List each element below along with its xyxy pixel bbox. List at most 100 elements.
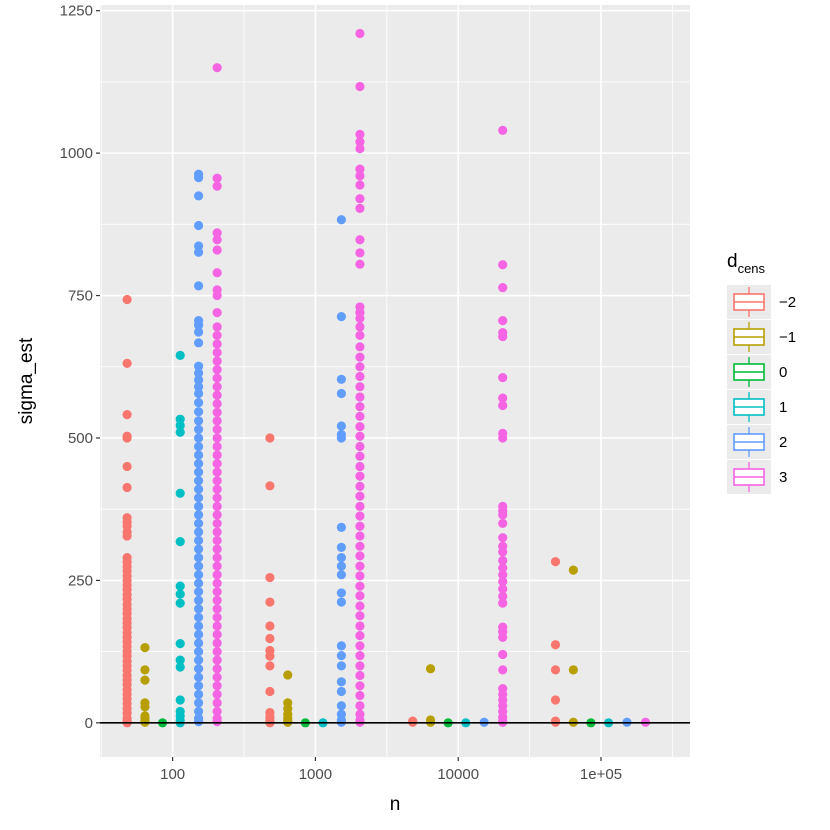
data-point <box>194 510 204 520</box>
data-point <box>498 331 508 342</box>
y-tick-label: 1250 <box>60 3 93 20</box>
data-point <box>194 717 204 727</box>
legend-title: dcens <box>727 251 766 276</box>
data-point <box>212 535 222 546</box>
data-point <box>194 604 204 614</box>
data-point <box>355 28 365 39</box>
data-point <box>212 399 222 409</box>
data-point <box>194 493 204 503</box>
data-point <box>498 510 508 520</box>
legend-title-sub: cens <box>738 261 766 276</box>
data-point <box>212 63 222 73</box>
data-point <box>212 467 222 477</box>
data-point <box>175 427 185 437</box>
data-point <box>355 322 365 332</box>
data-point <box>212 510 222 520</box>
legend-item: 2 <box>727 425 787 459</box>
data-point <box>355 411 365 421</box>
data-point <box>336 641 346 651</box>
data-point <box>355 521 365 531</box>
data-point <box>194 587 204 597</box>
data-point <box>355 481 365 491</box>
legend-label: 1 <box>779 399 787 416</box>
legend-label: 0 <box>779 364 787 381</box>
data-point <box>212 308 222 318</box>
data-point <box>355 431 365 441</box>
data-point <box>194 698 204 708</box>
data-point <box>194 527 204 537</box>
data-point <box>355 248 365 258</box>
data-point <box>194 706 204 717</box>
data-point <box>336 312 346 322</box>
data-point <box>355 352 365 362</box>
data-point <box>336 701 346 711</box>
legend-item: −2 <box>727 285 796 319</box>
data-point <box>355 690 365 701</box>
data-point <box>355 701 365 711</box>
data-point <box>175 488 185 498</box>
legend: dcens −2 −1 0 1 2 3 <box>727 251 796 494</box>
y-tick-label: 1000 <box>60 145 93 162</box>
series-dcens-neg1 <box>140 565 578 727</box>
data-point <box>355 681 365 691</box>
data-point <box>194 375 204 385</box>
data-point <box>212 664 222 674</box>
y-axis-title: sigma_est <box>16 337 37 424</box>
data-point <box>194 578 204 588</box>
data-point <box>212 689 222 699</box>
data-point <box>194 247 204 257</box>
data-point <box>265 621 275 631</box>
data-point <box>175 537 185 547</box>
data-point <box>194 368 204 378</box>
data-point <box>212 339 222 349</box>
data-point <box>122 294 132 305</box>
data-point <box>194 655 204 665</box>
data-point <box>212 459 222 469</box>
data-point <box>194 612 204 623</box>
data-point <box>194 424 204 435</box>
data-point <box>212 518 222 529</box>
data-point <box>355 164 365 174</box>
data-point <box>194 416 204 426</box>
data-point <box>212 416 222 426</box>
data-point <box>498 125 508 135</box>
data-point <box>212 450 222 460</box>
data-point <box>212 268 222 278</box>
data-point <box>355 451 365 461</box>
data-point <box>194 382 204 392</box>
data-point <box>194 173 204 183</box>
data-point <box>194 518 204 529</box>
data-point <box>355 137 365 147</box>
x-axis: 100 1000 10000 1e+05 <box>160 757 622 783</box>
data-point <box>194 570 204 580</box>
data-point <box>212 655 222 665</box>
data-point <box>212 181 222 191</box>
series-dcens-3 <box>212 28 651 727</box>
y-tick-label: 500 <box>68 430 93 447</box>
data-point <box>194 553 204 563</box>
data-point <box>194 459 204 469</box>
data-point <box>336 522 346 533</box>
data-point <box>265 433 275 443</box>
data-point <box>568 665 578 675</box>
data-point <box>175 662 185 672</box>
data-point <box>140 702 150 712</box>
data-point <box>212 356 222 366</box>
data-point <box>550 556 561 567</box>
data-points <box>122 28 651 728</box>
data-point <box>175 581 185 591</box>
data-point <box>212 424 222 435</box>
legend-item: −1 <box>727 320 796 354</box>
data-point <box>175 420 185 431</box>
data-point <box>212 330 222 341</box>
data-point <box>140 643 150 653</box>
x-tick-label: 1e+05 <box>580 766 622 783</box>
legend-item: 0 <box>727 355 787 389</box>
legend-title-main: d <box>727 251 738 272</box>
data-point <box>194 467 204 477</box>
data-point <box>212 553 222 563</box>
data-point <box>336 686 346 697</box>
data-point <box>140 675 150 685</box>
data-point <box>265 572 275 583</box>
